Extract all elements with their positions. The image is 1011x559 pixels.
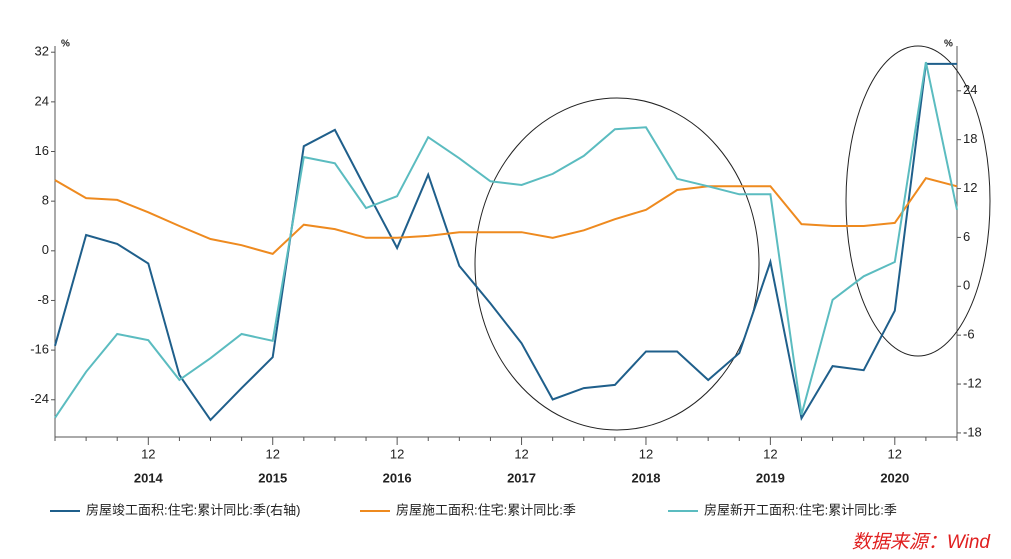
y2-unit: % [944,39,953,50]
series-line [54,61,958,419]
highlight-ellipse [845,45,991,357]
series-line [54,177,958,256]
legend-label: 房屋施工面积:住宅:累计同比:季 [396,502,576,517]
y-tick-label: 24 [35,93,49,108]
x-group-label: 2020 [880,470,909,485]
highlight-ellipse [474,97,760,431]
source: 数据来源：Wind [852,532,992,553]
x-group-label: 2017 [507,470,536,485]
y2-tick-label: 12 [963,180,977,195]
y-tick-label: 0 [42,242,49,257]
x-tick-label: 12 [639,446,653,461]
y-tick-label: -16 [30,342,49,357]
y-tick-label: 16 [35,143,49,158]
y2-tick-label: -18 [963,424,982,439]
x-tick-label: 12 [888,446,902,461]
y-tick-label: 32 [35,44,49,59]
x-tick-label: 12 [514,446,528,461]
x-tick-label: 12 [763,446,777,461]
y-tick-label: -24 [30,391,49,406]
y2-tick-label: 0 [963,278,970,293]
x-tick-label: 12 [390,446,404,461]
x-tick-label: 12 [141,446,155,461]
y2-tick-label: 24 [963,82,977,97]
y-tick-label: 8 [42,193,49,208]
y2-tick-label: 18 [963,131,977,146]
y2-tick-label: -6 [963,327,975,342]
legend-label: 房屋新开工面积:住宅:累计同比:季 [704,502,897,517]
legend-label: 房屋竣工面积:住宅:累计同比:季(右轴) [86,502,301,517]
y2-tick-label: 6 [963,229,970,244]
x-group-label: 2018 [632,470,661,485]
x-tick-label: 12 [265,446,279,461]
y-unit: % [61,39,70,50]
x-group-label: 2016 [383,470,412,485]
x-group-label: 2014 [134,470,164,485]
y-tick-label: -8 [37,292,49,307]
x-group-label: 2019 [756,470,785,485]
x-group-label: 2015 [258,470,287,485]
y2-tick-label: -12 [963,375,982,390]
series-line [54,62,957,422]
